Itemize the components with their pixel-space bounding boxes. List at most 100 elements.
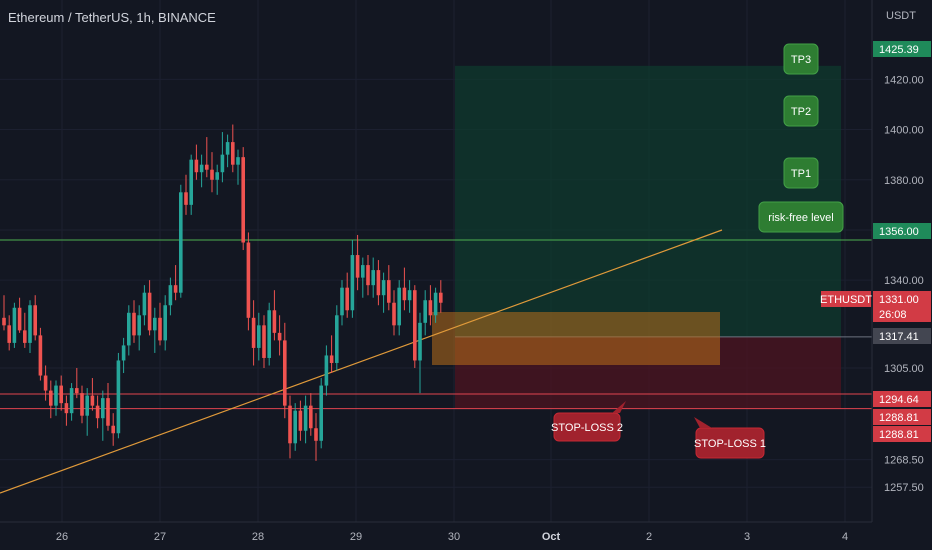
candle-body [428,300,433,316]
sl2-label-box [553,412,621,442]
candle-body [397,287,401,326]
candle-body [350,255,355,311]
candle-body [288,405,292,444]
candle-body [407,290,412,301]
candle-body [231,142,235,165]
sl1-pointer [694,417,712,428]
candle-body [433,292,438,316]
annotation-labels: TP3 TP2 TP1 risk-free level STOP-LOSS 2 STOP-… [551,43,844,459]
candle-body [95,405,100,419]
candle-body [127,312,131,346]
price-tick: 1420.00 [884,74,924,86]
tp2-label: TP2 [783,95,819,127]
tp1-label: TP1 [783,157,819,189]
candle-body [173,285,178,293]
candle-body [85,395,89,416]
candle-body [241,157,245,243]
tp1-label-text: TP1 [791,168,811,180]
candle-body [49,390,53,406]
candle-body [314,428,318,441]
candle-body [137,315,141,336]
time-tick: Oct [542,531,561,543]
candle-body [179,192,183,293]
price-tag-text: 1288.81 [879,429,919,441]
candle-body [121,345,126,361]
horizontal-levels [0,239,872,410]
candle-body [251,317,256,348]
candle-body [80,393,84,416]
candle-body [189,159,193,205]
price-tick: 1257.50 [884,482,924,494]
candle-body [54,385,58,406]
time-axis[interactable]: 26 27 28 29 30 Oct 2 3 4 [0,521,932,550]
candle-body [309,405,313,429]
sl2-pointer [612,401,626,413]
candle-body [236,157,240,165]
price-tag-bg [873,291,931,307]
candle-body [340,287,344,316]
target-zone [455,65,841,337]
candle-body [17,307,22,331]
tp2-label-text: TP2 [791,106,811,118]
candle-body [59,385,63,404]
time-tick: 28 [252,531,264,543]
candle-body [335,315,339,363]
candle-body [272,310,277,333]
candle-body [184,192,188,205]
price-tag-bg [873,391,931,407]
candle-body [23,330,27,343]
price-tag-text: 1425.39 [879,44,919,56]
candle-body [376,270,381,296]
candle-body [225,142,230,155]
candle-body [262,325,266,358]
sl1-label-text: STOP-LOSS 1 [694,438,766,450]
sl2-label-text: STOP-LOSS 2 [551,422,623,434]
candle-body [355,255,360,278]
candle-body [12,307,17,343]
candle-body [392,302,396,326]
price-tag-text: 1317.41 [879,331,919,343]
candle-body [69,388,74,414]
tp1-label-box [783,157,819,189]
last-price-label: ETHUSDT [820,294,872,306]
candle-body [220,154,225,173]
price-tag-text: 1294.64 [879,394,919,406]
candle-body [199,164,204,173]
time-tick: 29 [350,531,362,543]
candle-body [413,290,417,361]
trend-lines [0,229,723,494]
candle-body [64,403,69,414]
tp3-label-box [783,43,819,75]
tp3-label-text: TP3 [791,54,811,66]
candles [2,124,443,461]
candle-body [111,425,115,434]
time-tick: 2 [646,531,652,543]
candle-body [246,242,251,318]
candle-body [116,360,121,434]
price-tag-text: 1288.81 [879,412,919,424]
price-tag-bg [873,41,931,57]
candle-body [194,159,199,173]
candle-body [361,265,365,278]
time-tick: 26 [56,531,68,543]
candle-body [345,287,349,311]
candle-body [439,292,443,303]
price-tick: 1268.50 [884,455,924,467]
candle-body [168,285,173,306]
candle-body [33,305,37,336]
chart-title: Ethereum / TetherUS, 1h, BINANCE [8,10,216,25]
candle-body [147,292,152,331]
candle-body [158,317,162,341]
price-tick: 1340.00 [884,275,924,287]
candle-body [75,388,79,394]
candle-body [324,355,329,386]
candle-body [387,280,391,303]
candle-body [381,280,386,296]
candle-body [163,305,167,341]
candle-body [205,164,209,170]
sl1-label-box [695,427,765,459]
candle-body [28,305,32,343]
candle-body [319,385,323,441]
price-axis[interactable]: USDT1420.001400.001380.001360.001340.001… [820,0,932,550]
